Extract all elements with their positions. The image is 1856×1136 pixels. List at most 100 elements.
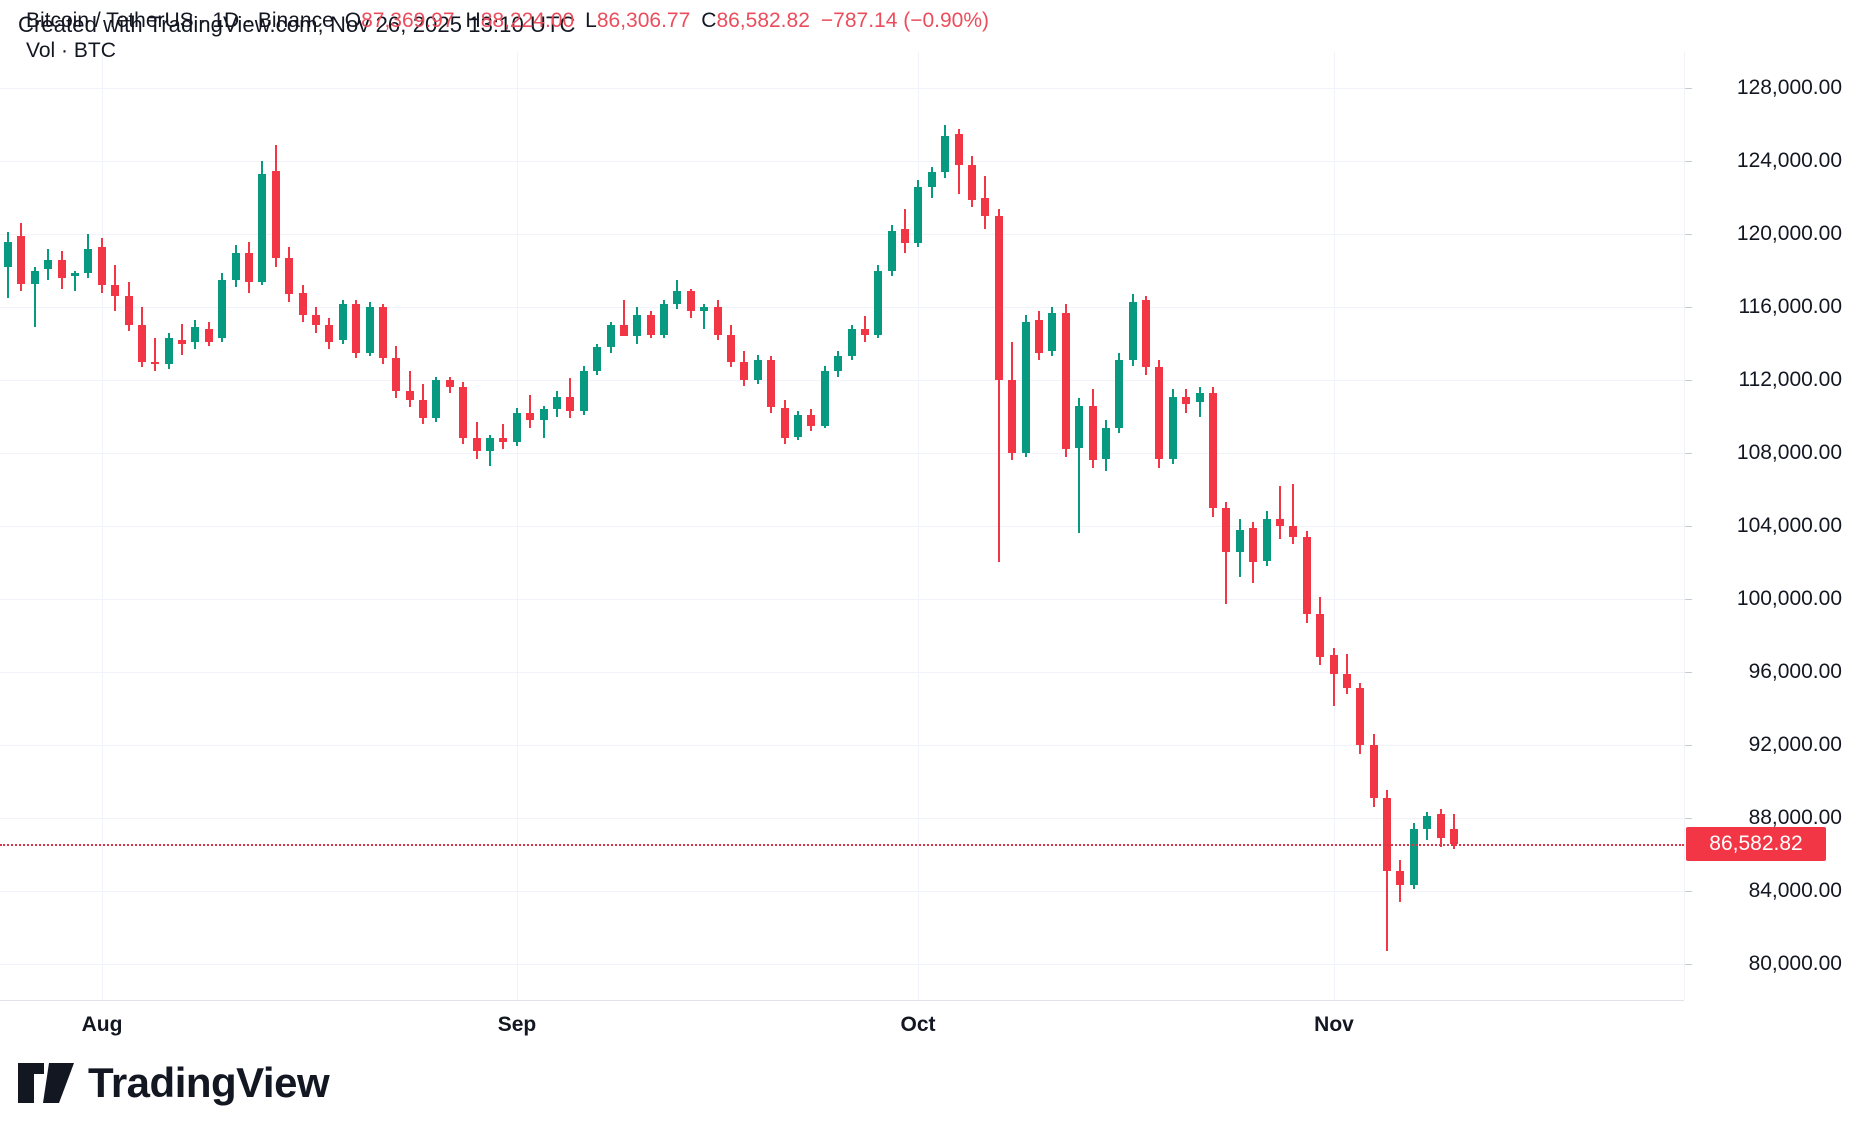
candle-body bbox=[1329, 655, 1338, 674]
price-axis-tick bbox=[1685, 598, 1692, 600]
candle-body bbox=[44, 259, 53, 269]
candle-body bbox=[70, 272, 79, 277]
candle-body bbox=[486, 438, 494, 452]
candle-body bbox=[164, 338, 173, 364]
price-axis-label: 84,000.00 bbox=[1748, 878, 1842, 902]
candle-body bbox=[1101, 427, 1110, 459]
price-axis-label: 108,000.00 bbox=[1736, 441, 1842, 465]
candle-body bbox=[1168, 396, 1177, 459]
candle-wick bbox=[1225, 502, 1228, 605]
gridline-vertical bbox=[102, 52, 103, 1000]
candle-body bbox=[1061, 312, 1070, 450]
candle-body bbox=[780, 407, 789, 439]
gridline-horizontal bbox=[0, 88, 1684, 90]
price-axis-tick bbox=[1685, 526, 1692, 527]
price-axis-tick bbox=[1685, 161, 1692, 163]
gridline-vertical bbox=[517, 52, 518, 1000]
candle-body bbox=[30, 270, 39, 284]
gridline-horizontal bbox=[0, 453, 1684, 455]
candle-body bbox=[1275, 518, 1284, 526]
candle-body bbox=[901, 228, 910, 244]
current-price-line bbox=[0, 843, 1684, 846]
gridline-horizontal bbox=[0, 526, 1684, 527]
candle-body bbox=[365, 307, 374, 353]
candle-body bbox=[619, 325, 628, 337]
candle-body bbox=[633, 314, 642, 337]
candle-body bbox=[178, 340, 187, 344]
candle-wick bbox=[622, 299, 625, 331]
candle-body bbox=[1342, 673, 1351, 689]
candle-body bbox=[767, 360, 776, 408]
candle-body bbox=[1034, 319, 1043, 353]
candle-body bbox=[124, 296, 133, 326]
candle-body bbox=[994, 216, 1003, 381]
price-axis-label: 100,000.00 bbox=[1736, 586, 1842, 610]
candle-body bbox=[566, 396, 575, 412]
candle-body bbox=[1222, 507, 1231, 552]
candle-body bbox=[593, 347, 602, 372]
candle-body bbox=[834, 356, 843, 372]
time-axis-label: Oct bbox=[900, 1013, 936, 1036]
price-axis-label: 88,000.00 bbox=[1748, 805, 1842, 829]
candle-body bbox=[1356, 688, 1365, 745]
candle-body bbox=[1021, 321, 1030, 454]
candle-wick bbox=[997, 208, 1000, 563]
gridline-horizontal bbox=[0, 671, 1684, 673]
legend-close-label: C bbox=[701, 9, 717, 32]
candle-body bbox=[419, 400, 428, 419]
candle-body bbox=[84, 248, 93, 273]
candle-body bbox=[378, 307, 387, 359]
price-axis-tick bbox=[1685, 88, 1692, 90]
candle-body bbox=[1436, 814, 1445, 838]
candle-body bbox=[1182, 396, 1191, 404]
candle-body bbox=[151, 361, 160, 364]
candle-body bbox=[1302, 536, 1311, 614]
candle-wick bbox=[1386, 790, 1389, 951]
candle-wick bbox=[33, 267, 36, 328]
candle-body bbox=[1383, 797, 1392, 871]
candle-wick bbox=[181, 323, 184, 355]
time-axis-label: Aug bbox=[81, 1013, 123, 1036]
price-axis[interactable]: 128,000.00 124,000.00 120,000.00 116,000.00… bbox=[1684, 52, 1856, 1000]
candle-body bbox=[753, 360, 762, 381]
legend-low-label: L bbox=[585, 9, 597, 32]
candle-body bbox=[57, 259, 66, 279]
candle-body bbox=[1142, 299, 1151, 368]
candle-body bbox=[887, 230, 896, 271]
candle-body bbox=[338, 303, 347, 341]
candle-body bbox=[271, 170, 280, 258]
current-price-badge[interactable]: 86,582.82 bbox=[1686, 826, 1826, 861]
candle-body bbox=[847, 329, 856, 357]
candle-wick bbox=[1292, 484, 1295, 545]
time-axis[interactable]: Aug Sep Oct Nov bbox=[0, 1000, 1684, 1052]
price-axis-label: 80,000.00 bbox=[1748, 951, 1842, 975]
candle-body bbox=[1155, 367, 1164, 459]
candle-body bbox=[325, 325, 334, 342]
candle-body bbox=[1289, 526, 1298, 537]
candle-body bbox=[968, 165, 976, 200]
gridline-vertical bbox=[918, 52, 919, 1000]
price-axis-label: 124,000.00 bbox=[1736, 149, 1842, 173]
candle-body bbox=[606, 325, 615, 348]
candle-wick bbox=[154, 338, 157, 372]
candle-body bbox=[1008, 380, 1017, 454]
candle-body bbox=[686, 290, 695, 311]
candle-body bbox=[245, 252, 253, 282]
candle-body bbox=[539, 409, 548, 421]
candle-body bbox=[579, 371, 588, 412]
candle-body bbox=[727, 334, 735, 362]
candle-body bbox=[941, 135, 950, 173]
candle-body bbox=[432, 380, 441, 419]
candle-body bbox=[1450, 829, 1458, 844]
candle-body bbox=[111, 285, 120, 297]
candle-wick bbox=[1078, 398, 1081, 534]
candle-wick bbox=[1198, 387, 1201, 417]
price-axis-label: 104,000.00 bbox=[1736, 514, 1842, 537]
price-axis-tick bbox=[1685, 307, 1692, 309]
gridline-horizontal bbox=[0, 598, 1684, 600]
plot-area[interactable] bbox=[0, 52, 1684, 1000]
candle-wick bbox=[502, 423, 505, 450]
price-axis-label: 128,000.00 bbox=[1736, 76, 1842, 100]
price-axis-label: 112,000.00 bbox=[1738, 368, 1842, 392]
candle-body bbox=[981, 197, 990, 217]
